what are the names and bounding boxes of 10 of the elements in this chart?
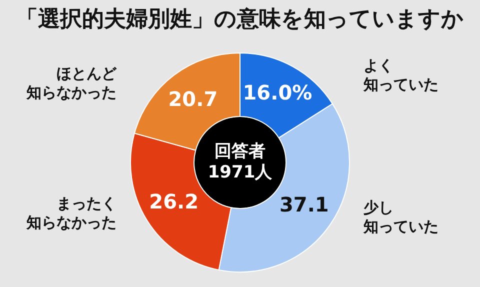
data-label: 20.7 [168,86,218,111]
data-label: 37.1 [279,192,329,217]
data-label: 26.2 [149,190,199,214]
text: 回答者1971人 [208,141,274,182]
slice-label: ほとんど知らなかった [26,64,118,102]
slice-label: 少し知っていた [362,198,438,236]
chart-title: 「選択的夫婦別姓」の意味を知っていますか [15,5,465,34]
data-label: 16.0% [242,80,312,105]
slice-label: よく知っていた [362,56,438,94]
slice-label: まったく知らなかった [26,194,116,232]
